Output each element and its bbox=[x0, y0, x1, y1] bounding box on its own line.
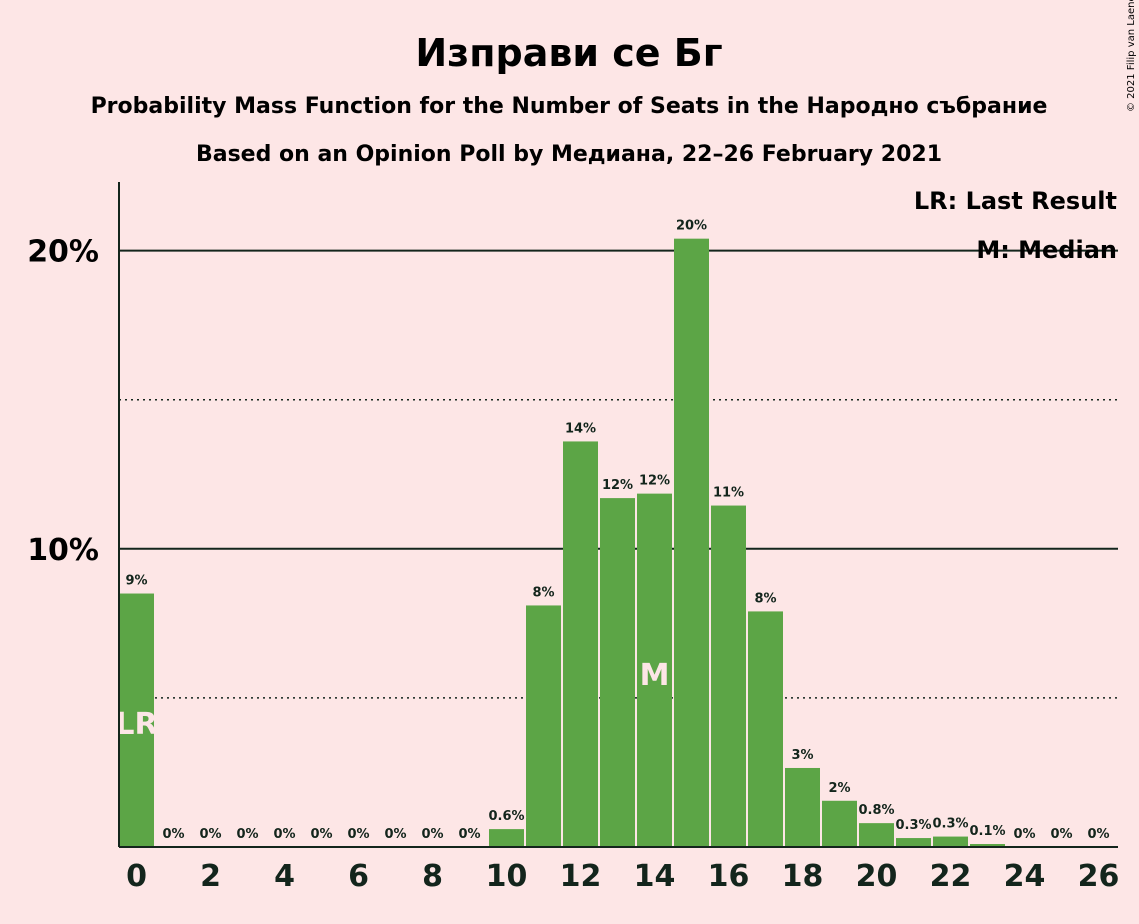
bar-seat-21 bbox=[896, 838, 931, 847]
median-marker: M bbox=[640, 658, 670, 693]
bar-label-seat-12: 14% bbox=[565, 421, 596, 436]
bar-label-seat-4: 0% bbox=[273, 827, 295, 842]
bar-seat-17 bbox=[748, 611, 783, 847]
bar-seat-12 bbox=[563, 441, 598, 847]
bar-label-seat-16: 11% bbox=[713, 486, 744, 501]
bar-label-seat-25: 0% bbox=[1050, 827, 1072, 842]
bar-seat-0 bbox=[119, 593, 154, 847]
legend-median: M: Median bbox=[976, 236, 1117, 264]
bar-seat-18 bbox=[785, 767, 820, 847]
bar-label-seat-26: 0% bbox=[1087, 827, 1109, 842]
bar-label-seat-20: 0.8% bbox=[858, 803, 894, 818]
y-tick-label: 20% bbox=[27, 235, 99, 270]
bar-label-seat-5: 0% bbox=[310, 827, 332, 842]
bar-label-seat-3: 0% bbox=[236, 827, 258, 842]
x-tick-label: 20 bbox=[856, 859, 898, 894]
bar-label-seat-15: 20% bbox=[676, 219, 707, 234]
bar-label-seat-19: 2% bbox=[828, 781, 850, 796]
bar-seat-22 bbox=[933, 836, 968, 847]
bar-label-seat-22: 0.3% bbox=[932, 817, 968, 832]
x-tick-label: 2 bbox=[200, 859, 221, 894]
bar-label-seat-8: 0% bbox=[421, 827, 443, 842]
x-tick-label: 10 bbox=[486, 859, 528, 894]
x-tick-label: 22 bbox=[930, 859, 972, 894]
x-tick-label: 14 bbox=[634, 859, 676, 894]
x-tick-label: 16 bbox=[708, 859, 750, 894]
bar-label-seat-18: 3% bbox=[791, 748, 813, 763]
bar-label-seat-23: 0.1% bbox=[969, 824, 1005, 839]
x-tick-label: 18 bbox=[782, 859, 824, 894]
bar-seat-15 bbox=[674, 238, 709, 848]
bar-seat-10 bbox=[489, 829, 524, 847]
chart-source-line: Based on an Opinion Poll by Медиана, 22–… bbox=[196, 142, 942, 167]
bar-seat-23 bbox=[970, 844, 1005, 847]
bar-label-seat-6: 0% bbox=[347, 827, 369, 842]
bar-label-seat-17: 8% bbox=[754, 591, 776, 606]
legend-last-result: LR: Last Result bbox=[914, 187, 1117, 215]
bar-seat-13 bbox=[600, 498, 635, 847]
x-tick-label: 26 bbox=[1078, 859, 1120, 894]
bar-seat-14 bbox=[637, 493, 672, 847]
x-tick-label: 8 bbox=[422, 859, 443, 894]
x-tick-label: 6 bbox=[348, 859, 369, 894]
bar-label-seat-0: 9% bbox=[125, 574, 147, 589]
bar-seat-11 bbox=[526, 605, 561, 847]
chart-title: Изправи се Бг bbox=[415, 31, 722, 75]
x-tick-label: 12 bbox=[560, 859, 602, 894]
copyright-notice: © 2021 Filip van Laenen bbox=[1126, 0, 1137, 112]
y-tick-label: 10% bbox=[27, 533, 99, 568]
bar-seat-16 bbox=[711, 505, 746, 847]
bar-value-labels: 9% 0% 0% 0% 0% 0% 0% 0% 0% 0% 0.6% 8% 14% 12% 12% 20% 11… bbox=[123, 217, 1111, 844]
bar-label-seat-13: 12% bbox=[602, 478, 633, 493]
x-tick-label: 4 bbox=[274, 859, 295, 894]
x-tick-label: 24 bbox=[1004, 859, 1046, 894]
bars bbox=[119, 238, 1005, 848]
x-tick-label: 0 bbox=[126, 859, 147, 894]
bar-seat-20 bbox=[859, 823, 894, 847]
bar-label-seat-9: 0% bbox=[458, 827, 480, 842]
result-markers: LR M bbox=[115, 658, 669, 742]
bar-label-seat-24: 0% bbox=[1013, 827, 1035, 842]
axes: 10%20%0 2 4 6 8 10 12 14 16 18 20 22 24 26 bbox=[27, 182, 1119, 894]
bar-label-seat-1: 0% bbox=[162, 827, 184, 842]
bar-seat-19 bbox=[822, 800, 857, 847]
bar-label-seat-10: 0.6% bbox=[488, 809, 524, 824]
bar-label-seat-11: 8% bbox=[532, 585, 554, 600]
chart-subtitle: Probability Mass Function for the Number… bbox=[91, 94, 1048, 119]
bar-label-seat-21: 0.3% bbox=[895, 818, 931, 833]
last-result-marker: LR bbox=[115, 707, 157, 742]
bar-label-seat-7: 0% bbox=[384, 827, 406, 842]
bar-label-seat-14: 12% bbox=[639, 474, 670, 489]
bar-label-seat-2: 0% bbox=[199, 827, 221, 842]
